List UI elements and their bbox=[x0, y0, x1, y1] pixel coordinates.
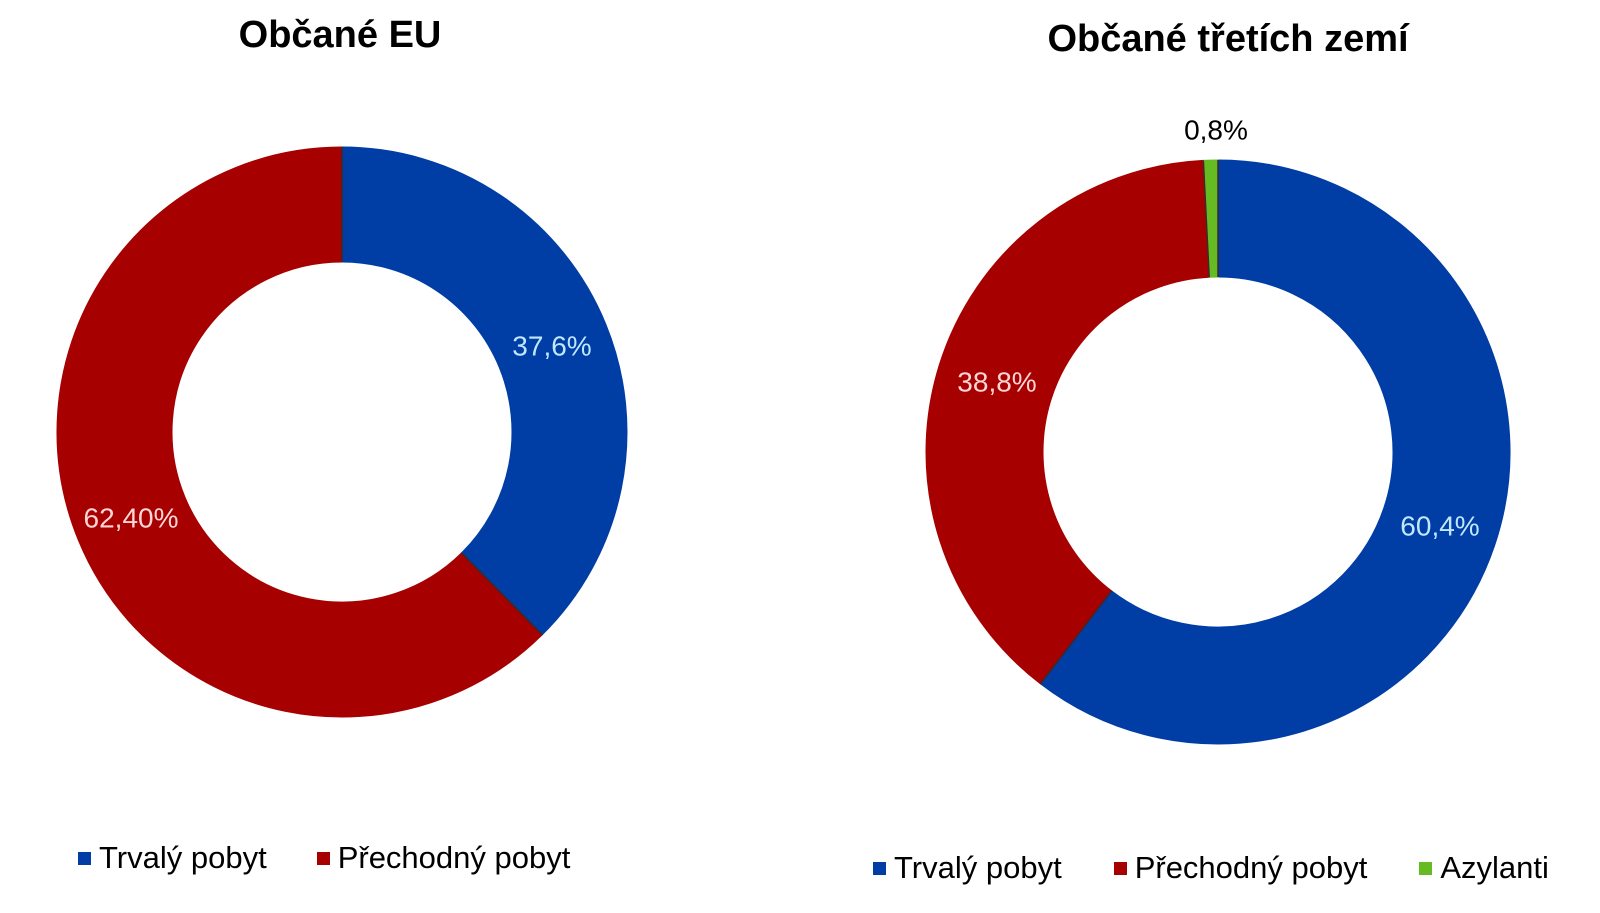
legend-label: Trvalý pobyt bbox=[99, 840, 267, 875]
legend-item-trvaly-pobyt: Trvalý pobyt bbox=[873, 850, 1062, 886]
slice-separator bbox=[460, 552, 543, 636]
legend-item-azylanti: Azylanti bbox=[1419, 850, 1549, 886]
chart-title-eu: Občané EU bbox=[238, 14, 442, 56]
donut-slice-1-1 bbox=[341, 146, 628, 636]
legend-label: Trvalý pobyt bbox=[894, 850, 1062, 885]
data-label-2-2: 38,8% bbox=[957, 366, 1036, 397]
legend-swatch bbox=[316, 851, 330, 865]
donut-slice-2-1 bbox=[1039, 159, 1511, 745]
legend-label: Přechodný pobyt bbox=[1134, 850, 1368, 885]
legend-label: Přechodný pobyt bbox=[337, 840, 571, 875]
legend-swatch bbox=[1419, 861, 1433, 875]
legend-swatch bbox=[1113, 861, 1127, 875]
slice-separator bbox=[1039, 590, 1113, 685]
legend-swatch bbox=[873, 861, 886, 875]
legend-item-trvaly-pobyt: Trvalý pobyt bbox=[78, 840, 267, 876]
legend-item-prechodny-pobyt: Přechodný pobyt bbox=[316, 840, 571, 876]
legend-third-countries: Trvalý pobyt Přechodný pobyt Azylanti bbox=[873, 850, 1600, 886]
data-label-1-1: 37,6% bbox=[512, 330, 591, 361]
data-label-2-1: 60,4% bbox=[1400, 510, 1479, 541]
legend-swatch bbox=[78, 851, 91, 865]
legend-item-prechodny-pobyt: Přechodný pobyt bbox=[1113, 850, 1368, 886]
data-label-1-2: 62,40% bbox=[84, 502, 179, 533]
slice-separator bbox=[1202, 160, 1210, 278]
legend-eu: Trvalý pobyt Přechodný pobyt bbox=[78, 840, 570, 876]
legend-label: Azylanti bbox=[1440, 850, 1549, 885]
data-label-2-3: 0,8% bbox=[1184, 114, 1248, 145]
chart-title-third-countries: Občané třetích zemí bbox=[1047, 18, 1409, 60]
donut-slice-2-2 bbox=[925, 159, 1210, 685]
donut-slice-1-2 bbox=[56, 146, 543, 718]
